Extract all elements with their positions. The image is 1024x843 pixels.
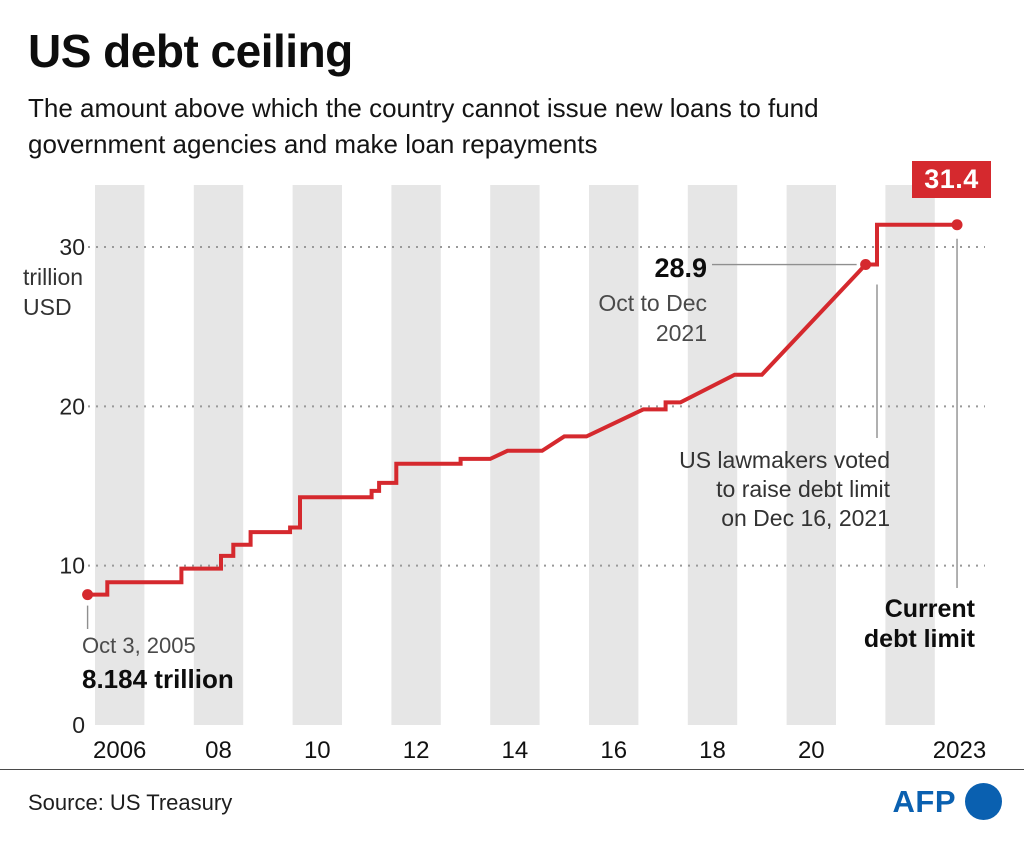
data-point-marker <box>860 259 872 271</box>
year-stripe <box>95 185 145 725</box>
year-stripe <box>193 185 244 725</box>
annotation-28-9: 28.9 Oct to Dec 2021 <box>598 253 707 348</box>
year-stripe <box>292 185 342 725</box>
x-tick-label: 18 <box>699 737 726 764</box>
source-label: Source: US Treasury <box>28 790 233 815</box>
x-tick-label: 14 <box>502 737 529 764</box>
lawmakers-line-3: on Dec 16, 2021 <box>721 505 890 531</box>
current-limit-line-2: debt limit <box>863 625 975 653</box>
afp-globe-icon <box>965 783 1002 820</box>
y-tick-label: 10 <box>59 553 85 579</box>
afp-logo-text: AFP <box>892 783 956 819</box>
current-limit-line-1: Current <box>884 595 975 623</box>
y-tick-label: 0 <box>72 712 85 738</box>
year-stripe <box>391 185 441 725</box>
year-stripe <box>687 185 738 725</box>
subtitle-line-1: The amount above which the country canno… <box>28 93 819 123</box>
subtitle-line-2: government agencies and make loan repaym… <box>28 129 598 159</box>
y-axis-unit-label: trillion USD <box>23 262 83 322</box>
x-tick-label: 12 <box>403 737 430 764</box>
current-value-badge: 31.4 <box>912 161 991 198</box>
lawmakers-line-2: to raise debt limit <box>716 476 890 502</box>
year-stripe <box>885 185 935 725</box>
x-tick-label: 08 <box>205 737 232 764</box>
annotation-28-9-date-line-1: Oct to Dec <box>598 290 707 316</box>
lawmakers-line-1: US lawmakers voted <box>679 447 890 473</box>
data-point-marker <box>951 219 963 231</box>
year-stripe <box>786 185 836 725</box>
y-unit-line-1: trillion <box>23 264 84 290</box>
y-tick-label: 20 <box>59 393 85 419</box>
annotation-start-point: Oct 3, 2005 8.184 trillion <box>82 633 234 695</box>
x-tick-label: 2006 <box>93 737 146 764</box>
page-title: US debt ceiling <box>28 25 353 77</box>
x-tick-label: 10 <box>304 737 331 764</box>
annotation-current-debt-limit: Current debt limit <box>864 594 975 654</box>
annotation-lawmakers-vote: US lawmakers voted to raise debt limit o… <box>679 446 890 533</box>
annotation-28-9-date-line-2: 2021 <box>655 320 707 346</box>
annotation-28-9-value: 28.9 <box>654 253 707 283</box>
x-tick-label: 2023 <box>933 737 986 764</box>
afp-logo: AFP <box>892 783 1002 820</box>
debt-ceiling-line <box>87 222 957 597</box>
start-point-value: 8.184 trillion <box>82 664 234 694</box>
y-tick-label: 30 <box>59 234 85 260</box>
start-point-date: Oct 3, 2005 <box>82 633 196 658</box>
y-unit-line-2: USD <box>23 294 72 320</box>
x-tick-label: 16 <box>600 737 627 764</box>
subtitle: The amount above which the country canno… <box>28 90 819 162</box>
x-tick-label: 20 <box>798 737 825 764</box>
data-point-marker <box>82 589 94 601</box>
year-stripe <box>589 185 639 725</box>
footer-divider <box>0 769 1024 770</box>
